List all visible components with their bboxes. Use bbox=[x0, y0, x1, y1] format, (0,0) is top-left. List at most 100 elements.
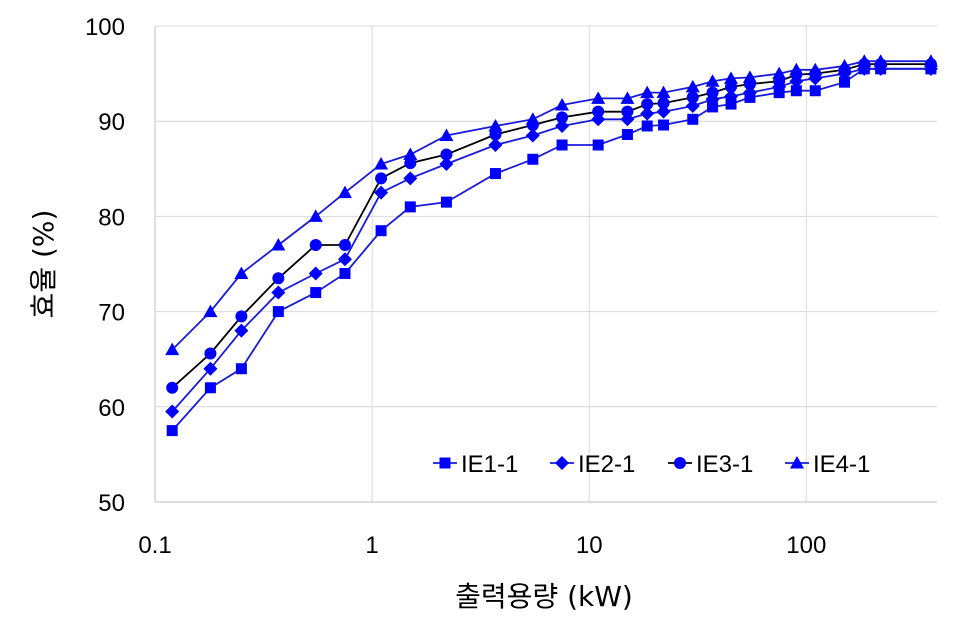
data-point-IE2-1 bbox=[203, 361, 218, 376]
legend-label: IE2-1 bbox=[578, 451, 635, 478]
legend-marker bbox=[555, 456, 569, 470]
data-point-IE1-1 bbox=[166, 425, 178, 437]
data-point-IE3-1 bbox=[621, 105, 634, 118]
data-point-IE2-1 bbox=[742, 85, 757, 100]
legend-marker bbox=[790, 456, 804, 469]
data-point-IE4-1 bbox=[837, 58, 852, 72]
data-point-IE4-1 bbox=[555, 98, 570, 111]
data-point-IE4-1 bbox=[857, 54, 872, 67]
data-point-IE1-1 bbox=[404, 201, 416, 213]
data-point-IE4-1 bbox=[403, 147, 418, 161]
data-point-IE3-1 bbox=[204, 347, 217, 360]
data-point-IE4-1 bbox=[808, 62, 823, 76]
data-point-IE2-1 bbox=[555, 118, 570, 133]
data-point-IE3-1 bbox=[235, 310, 248, 323]
x-tick-label: 10 bbox=[576, 532, 603, 559]
y-tick-label: 100 bbox=[85, 14, 125, 41]
data-point-IE1-1 bbox=[687, 113, 699, 125]
x-tick-label: 1 bbox=[365, 532, 378, 559]
data-point-IE4-1 bbox=[337, 185, 352, 199]
y-tick-label: 60 bbox=[98, 395, 125, 422]
data-point-IE2-1 bbox=[724, 89, 739, 104]
data-point-IE2-1 bbox=[337, 252, 352, 267]
y-tick-label: 80 bbox=[98, 204, 125, 231]
data-point-IE2-1 bbox=[525, 128, 540, 143]
data-point-IE3-1 bbox=[338, 238, 351, 251]
legend-item-IE1-1: IE1-1 bbox=[433, 451, 518, 478]
data-point-IE1-1 bbox=[707, 101, 719, 113]
data-point-IE1-1 bbox=[621, 129, 633, 141]
data-point-IE4-1 bbox=[923, 54, 938, 67]
data-point-IE3-1 bbox=[489, 128, 502, 141]
data-point-IE3-1 bbox=[657, 97, 670, 110]
data-point-IE3-1 bbox=[725, 80, 738, 93]
data-point-IE4-1 bbox=[873, 54, 888, 67]
data-point-IE3-1 bbox=[641, 98, 654, 111]
data-point-IE1-1 bbox=[641, 120, 653, 132]
data-point-IE4-1 bbox=[525, 112, 540, 125]
series-IE4-1 bbox=[165, 54, 938, 356]
data-point-IE1-1 bbox=[339, 268, 351, 280]
data-point-IE4-1 bbox=[640, 85, 655, 99]
legend: IE1-1 IE2-1 IE3-1 IE4-1 bbox=[433, 451, 870, 478]
data-point-IE4-1 bbox=[620, 91, 635, 104]
data-point-IE4-1 bbox=[165, 342, 180, 356]
legend-marker bbox=[674, 457, 686, 469]
legend-item-IE2-1: IE2-1 bbox=[550, 451, 635, 478]
legend-marker bbox=[439, 457, 451, 469]
data-point-IE2-1 bbox=[165, 404, 180, 419]
x-tick-label: 100 bbox=[786, 532, 826, 559]
grid bbox=[155, 25, 937, 502]
data-point-IE4-1 bbox=[789, 62, 804, 76]
data-point-IE1-1 bbox=[809, 85, 821, 97]
data-point-IE1-1 bbox=[440, 196, 452, 208]
plot-area bbox=[165, 54, 938, 437]
data-point-IE4-1 bbox=[234, 266, 249, 280]
data-point-IE3-1 bbox=[375, 172, 388, 185]
data-point-IE1-1 bbox=[556, 139, 568, 151]
data-point-IE3-1 bbox=[404, 157, 417, 170]
axes: 50 60 70 80 90 100 0.1 1 10 100 bbox=[85, 14, 937, 559]
legend-label: IE3-1 bbox=[696, 451, 753, 478]
x-tick-label: 0.1 bbox=[138, 532, 171, 559]
data-point-IE2-1 bbox=[374, 185, 389, 200]
data-point-IE2-1 bbox=[403, 171, 418, 186]
data-point-IE3-1 bbox=[556, 111, 569, 124]
data-point-IE2-1 bbox=[439, 157, 454, 172]
data-point-IE4-1 bbox=[772, 66, 787, 80]
legend-label: IE1-1 bbox=[461, 451, 518, 478]
y-axis-title: 효율 (%) bbox=[27, 210, 60, 319]
data-point-IE4-1 bbox=[705, 74, 720, 87]
data-point-IE1-1 bbox=[658, 119, 670, 131]
data-point-IE3-1 bbox=[440, 148, 453, 161]
data-point-IE1-1 bbox=[527, 153, 539, 165]
legend-item-IE4-1: IE4-1 bbox=[785, 451, 870, 478]
data-point-IE2-1 bbox=[656, 104, 671, 119]
y-tick-label: 90 bbox=[98, 109, 125, 136]
data-point-IE4-1 bbox=[591, 91, 606, 104]
data-point-IE4-1 bbox=[488, 118, 503, 132]
data-point-IE1-1 bbox=[310, 287, 322, 299]
x-axis-title: 출력용량 (kW) bbox=[455, 580, 633, 613]
data-point-IE2-1 bbox=[488, 138, 503, 152]
data-point-IE1-1 bbox=[204, 382, 216, 394]
data-point-IE2-1 bbox=[685, 98, 700, 113]
data-point-IE4-1 bbox=[685, 79, 700, 93]
data-point-IE4-1 bbox=[308, 209, 323, 222]
legend-item-IE3-1: IE3-1 bbox=[668, 451, 753, 478]
data-point-IE1-1 bbox=[790, 85, 802, 97]
data-point-IE1-1 bbox=[489, 168, 501, 180]
data-point-IE2-1 bbox=[271, 285, 286, 300]
data-point-IE4-1 bbox=[271, 237, 286, 251]
data-point-IE3-1 bbox=[686, 91, 699, 104]
y-tick-label: 70 bbox=[98, 300, 125, 327]
data-point-IE1-1 bbox=[725, 98, 737, 110]
data-point-IE3-1 bbox=[309, 238, 322, 251]
data-point-IE1-1 bbox=[839, 76, 851, 88]
data-point-IE4-1 bbox=[724, 71, 739, 84]
data-point-IE3-1 bbox=[166, 381, 179, 394]
data-point-IE1-1 bbox=[272, 306, 284, 318]
